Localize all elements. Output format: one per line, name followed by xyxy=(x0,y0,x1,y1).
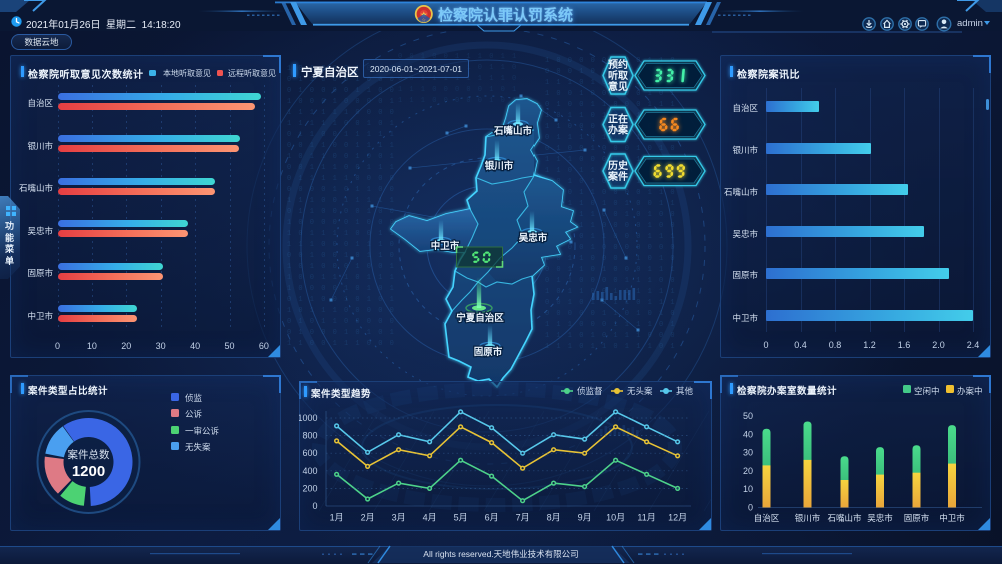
svg-text:0 0 1 1 0 1 0 0 0 1 1 1: 0 0 1 1 0 1 0 0 0 1 1 1 xyxy=(545,266,676,274)
svg-text:0: 0 xyxy=(312,501,317,511)
svg-text:3月: 3月 xyxy=(392,513,406,523)
svg-text:1 1 1 0 1 0 1 1 1 0 0 0: 1 1 1 0 1 0 1 1 1 0 0 0 xyxy=(545,332,676,340)
svg-text:0 0 1 0 0 1 0 1 1 0: 0 0 1 0 0 1 0 1 1 0 xyxy=(287,252,395,260)
svg-text:10月: 10月 xyxy=(606,513,625,523)
svg-text:1 0 1 1 0 0 1 1 1 1 1 1: 1 0 1 1 0 0 1 1 1 1 1 1 xyxy=(545,288,676,296)
svg-text:0 0 0 0 0 1 1 0 1 0 1 0: 0 0 0 0 0 1 1 0 1 0 1 0 xyxy=(545,310,676,318)
svg-text:无头案: 无头案 xyxy=(627,386,653,396)
svg-text:1 1 1 1 1 0 0 1 0 1: 1 1 1 1 1 0 0 1 0 1 xyxy=(287,120,395,128)
svg-text:案件: 案件 xyxy=(607,170,628,183)
svg-text:1 1 0 0 1 1 1 0 0 0: 1 1 0 0 1 1 1 0 0 0 xyxy=(287,340,395,348)
svg-text:1 1 1 0 0 0 1 1 1 0: 1 1 1 0 0 0 1 1 1 0 xyxy=(287,241,395,249)
svg-text:8月: 8月 xyxy=(547,513,561,523)
svg-text:☆: ☆ xyxy=(422,18,427,24)
svg-text:银川市: 银川市 xyxy=(794,513,820,523)
svg-text:10: 10 xyxy=(742,484,752,494)
svg-text:1 1 1 0 0 0 1 1 1 1 0 1: 1 1 1 0 0 0 1 1 1 1 0 1 xyxy=(545,321,676,329)
svg-text:11月: 11月 xyxy=(637,513,655,523)
svg-text:宁夏自治区: 宁夏自治区 xyxy=(456,312,504,324)
svg-text:固原市: 固原市 xyxy=(474,346,503,358)
svg-text:1 0 0 1 0 0 1 0 0 1 0 1: 1 0 0 1 0 0 1 0 0 1 0 1 xyxy=(545,90,676,98)
svg-text:1 0 0 1 1 0 0 0 0 1 1 0: 1 0 0 1 1 0 0 0 0 1 1 0 xyxy=(545,189,676,197)
svg-text:其他: 其他 xyxy=(676,386,694,396)
svg-text:0 1 1 0 0 0 0 1 1 1 0 0: 0 1 1 0 0 0 0 1 1 1 0 0 xyxy=(545,277,676,285)
svg-text:1 0 1 1 1 1 0 0 1 1: 1 0 1 1 1 1 0 0 1 1 xyxy=(287,230,395,238)
svg-text:200: 200 xyxy=(302,483,317,493)
svg-text:0 1 0 0 1 0 0 0 0 0 0 0: 0 1 0 0 1 0 0 0 0 0 0 0 xyxy=(545,244,676,252)
svg-text:0 1 1 1 1 0 0 1 0 1 0 0: 0 1 1 1 1 0 0 1 0 1 0 0 xyxy=(545,211,676,219)
svg-text:1 0 1 0 0 0 1 0 0 1: 1 0 1 0 0 0 1 0 0 1 xyxy=(287,263,395,271)
svg-text:50: 50 xyxy=(742,411,752,421)
svg-text:0 1 0 0 1 1 0 0 0 1 1 1: 0 1 0 0 1 1 0 0 0 1 1 1 xyxy=(545,101,676,109)
svg-text:2月: 2月 xyxy=(361,513,375,523)
svg-text:预约: 预约 xyxy=(608,58,628,71)
svg-text:0 1 1 0 0 1 1 1 1 1: 0 1 1 0 0 1 1 1 1 1 xyxy=(287,131,395,139)
svg-text:600: 600 xyxy=(302,448,317,458)
svg-text:吴忠市: 吴忠市 xyxy=(519,232,548,244)
svg-text:1 0 1 1 1 0 0 0 0 0: 1 0 1 1 1 0 0 0 0 0 xyxy=(287,307,395,315)
svg-text:0 0 0 0 1 0 1 1 0 0: 0 0 0 0 1 0 1 1 0 0 xyxy=(287,186,395,194)
svg-text:0 0 1 1 0 1 0 1 0 0 1 1: 0 0 1 1 0 1 0 1 0 0 1 1 xyxy=(545,200,676,208)
svg-text:1 1 1 0 0 1 1 1 1 1: 1 1 1 0 0 1 1 1 1 1 xyxy=(287,197,395,205)
svg-text:7月: 7月 xyxy=(516,513,530,523)
svg-text:0 1 1 0 0 1 0 1 0 1: 0 1 1 0 0 1 0 1 0 1 xyxy=(287,296,395,304)
svg-text:6月: 6月 xyxy=(485,513,499,523)
svg-text:银川市: 银川市 xyxy=(485,160,514,172)
svg-text:0: 0 xyxy=(747,502,752,512)
svg-text:1200: 1200 xyxy=(72,463,105,480)
svg-text:0 0 1 1 1 1 1 1 1 1 0: 0 0 1 1 1 1 1 1 1 1 0 xyxy=(398,75,518,83)
svg-text:1 1 1 0 0 0 0 0 1 0 1: 1 1 1 0 0 0 0 0 1 0 1 xyxy=(398,86,518,94)
svg-text:听取: 听取 xyxy=(608,69,629,82)
svg-text:0 1 0 0 0 0 1 1 0 0: 0 1 0 0 0 0 1 1 0 0 xyxy=(287,87,395,95)
svg-text:0 0 1 0 1 0 1 1 0 1 1 1: 0 0 1 0 1 0 1 1 0 1 1 1 xyxy=(545,299,676,307)
svg-text:20: 20 xyxy=(742,465,752,475)
svg-text:正在: 正在 xyxy=(608,113,628,126)
svg-text:0 0 1 1 0 0 1 1 1 1: 0 0 1 1 0 0 1 1 1 1 xyxy=(287,142,395,150)
svg-text:0 0 1 0 0 1 1 1 0 1 1: 0 0 1 0 0 1 1 1 0 1 1 xyxy=(398,53,518,61)
svg-text:4月: 4月 xyxy=(423,513,437,523)
svg-text:800: 800 xyxy=(302,431,317,441)
svg-text:1 0 0 0 0 1 0 1 0 1: 1 0 0 0 0 1 0 1 0 1 xyxy=(287,285,395,293)
svg-text:0 0 1 1 1 0 0 1 1 1: 0 0 1 1 1 0 0 1 1 1 xyxy=(287,164,395,172)
svg-text:1月: 1月 xyxy=(330,513,344,523)
svg-text:1 1 1 0 0 0 0 0 1 0 1: 1 1 1 0 0 0 0 0 1 0 1 xyxy=(398,97,518,105)
svg-text:1 1 0 1 1 0 0 0 0 1 0 0: 1 1 0 1 1 0 0 0 0 1 0 0 xyxy=(545,222,676,230)
svg-text:1 0 1 1 0 0 0 1 1 0 1 0: 1 0 1 1 0 0 0 1 1 0 1 0 xyxy=(545,255,676,263)
svg-text:1 0 0 0 1 0 0 0 0 1: 1 0 0 0 1 0 0 0 0 1 xyxy=(287,98,395,106)
svg-text:1 0 1 0 1 1 0 0 0 1 1 1: 1 0 1 0 1 1 0 0 0 1 1 1 xyxy=(545,233,676,241)
svg-text:0 1 1 0 0 0 0 1 0 0: 0 1 1 0 0 0 0 1 0 0 xyxy=(287,208,395,216)
svg-text:中卫市: 中卫市 xyxy=(939,513,965,523)
svg-text:0 1 1 1 1 1 0 0 0 0: 0 1 1 1 1 1 0 0 0 0 xyxy=(287,175,395,183)
svg-text:历史: 历史 xyxy=(608,159,629,172)
svg-text:1000: 1000 xyxy=(299,413,318,423)
svg-text:1 0 0 0 0 0 1 0 0 0: 1 0 0 0 0 0 1 0 0 0 xyxy=(287,219,395,227)
svg-text:0 1 1 0 0 0 1 0 0 0: 0 1 1 0 0 0 1 0 0 0 xyxy=(287,76,395,84)
svg-text:12月: 12月 xyxy=(668,513,687,523)
svg-text:石嘴山市: 石嘴山市 xyxy=(827,513,862,523)
svg-text:侦监督: 侦监督 xyxy=(577,386,603,396)
svg-text:案件总数: 案件总数 xyxy=(68,448,110,461)
svg-text:5月: 5月 xyxy=(454,513,468,523)
svg-text:30: 30 xyxy=(742,447,752,457)
svg-text:1 1 1 0 1 1 0 1 1 1 0 1: 1 1 1 0 1 1 0 1 1 1 0 1 xyxy=(545,343,676,351)
svg-text:400: 400 xyxy=(302,466,317,476)
svg-text:办案: 办案 xyxy=(608,124,629,137)
svg-text:0 1 0 1 1 0 0 0 0 0: 0 1 0 1 1 0 0 0 0 0 xyxy=(287,318,395,326)
svg-text:石嘴山市: 石嘴山市 xyxy=(493,125,533,137)
svg-text:9月: 9月 xyxy=(578,513,592,523)
svg-text:0 1 0 0 0 1 0 1 0 1: 0 1 0 0 0 1 0 1 0 1 xyxy=(287,329,395,337)
svg-text:0 1 0 0 1 0 0 0 1 0 1 0: 0 1 0 0 1 0 0 0 1 0 1 0 xyxy=(545,145,676,153)
svg-text:40: 40 xyxy=(742,429,752,439)
svg-text:固原市: 固原市 xyxy=(903,513,929,523)
svg-text:吴忠市: 吴忠市 xyxy=(867,513,893,523)
svg-text:意见: 意见 xyxy=(608,80,628,93)
svg-text:1 0 0 1 1 1 0 1 1 1: 1 0 0 1 1 1 0 1 1 1 xyxy=(287,274,395,282)
svg-text:1 0 1 1 0 0 1 0 0 1: 1 0 1 1 0 0 1 0 0 1 xyxy=(287,153,395,161)
svg-text:1 1 1 1 1 1 0 0 0 0: 1 1 1 1 1 1 0 0 0 0 xyxy=(287,109,395,117)
svg-text:1 0 1 0 0 0 1 0 0 0: 1 0 1 0 0 0 1 0 0 0 xyxy=(287,65,395,73)
svg-text:自治区: 自治区 xyxy=(753,513,779,523)
svg-text:中卫市: 中卫市 xyxy=(431,240,460,252)
